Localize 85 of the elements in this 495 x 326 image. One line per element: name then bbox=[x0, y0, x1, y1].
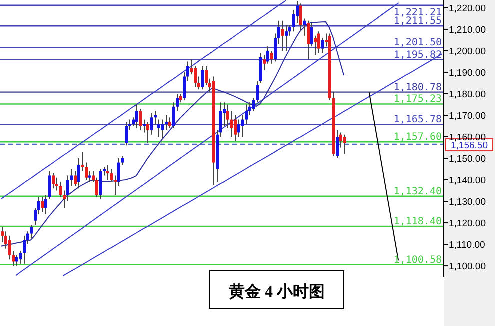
ref-line-label: 1,157.60 bbox=[394, 132, 442, 144]
candlestick bbox=[226, 104, 229, 129]
candlestick bbox=[110, 168, 113, 183]
ref-line-label: 1,100.58 bbox=[394, 254, 442, 266]
ref-line-label: 1,118.40 bbox=[394, 216, 442, 228]
candlestick bbox=[292, 10, 295, 32]
candlestick bbox=[252, 98, 255, 112]
ref-line-label: 1,180.78 bbox=[394, 82, 442, 94]
candlestick bbox=[52, 173, 55, 190]
y-tick-label: 1,120.00 bbox=[449, 218, 486, 230]
candlestick bbox=[314, 35, 317, 56]
ref-line-label: 1,195.82 bbox=[394, 50, 442, 61]
ref-line-label: 1,165.78 bbox=[394, 114, 442, 126]
candlestick bbox=[256, 80, 259, 104]
candlestick bbox=[30, 224, 33, 239]
y-tick-label: 1,140.00 bbox=[449, 176, 486, 187]
ref-line-label: 1,221.21 bbox=[394, 7, 442, 18]
ref-line-label: 1,132.40 bbox=[394, 186, 442, 198]
candlestick bbox=[321, 38, 324, 54]
candlestick bbox=[44, 194, 47, 215]
candlestick bbox=[172, 102, 175, 129]
ref-line-label: 1,201.50 bbox=[394, 38, 442, 49]
candlestick bbox=[303, 18, 306, 36]
candlestick bbox=[59, 182, 62, 198]
candlestick bbox=[41, 196, 44, 213]
candlestick bbox=[234, 114, 237, 142]
y-tick-label: 1,150.00 bbox=[449, 154, 486, 165]
candlestick bbox=[114, 175, 117, 196]
candlestick bbox=[12, 250, 15, 267]
candlestick bbox=[143, 119, 146, 134]
candlestick bbox=[168, 117, 171, 129]
y-tick-label: 1,170.00 bbox=[449, 110, 486, 122]
candlestick bbox=[336, 130, 339, 159]
candlestick bbox=[48, 170, 51, 200]
candlestick bbox=[77, 158, 80, 190]
y-tick-label: 1,110.00 bbox=[449, 240, 486, 252]
line-series bbox=[1, 0, 286, 200]
ref-line-label: 1,211.55 bbox=[394, 16, 442, 28]
candlestick bbox=[139, 108, 142, 132]
candlestick bbox=[154, 110, 157, 125]
candlestick bbox=[88, 170, 91, 183]
candlestick bbox=[106, 164, 109, 181]
y-tick-label: 1,190.00 bbox=[449, 68, 486, 79]
candlestick bbox=[241, 114, 244, 138]
candlestick bbox=[15, 254, 18, 267]
candlestick bbox=[285, 24, 288, 52]
candlestick bbox=[161, 119, 164, 140]
candlestick bbox=[135, 104, 138, 129]
candlestick bbox=[19, 250, 22, 264]
y-tick-label: 1,130.00 bbox=[449, 197, 486, 208]
candlestick bbox=[237, 119, 240, 138]
candlestick bbox=[8, 235, 11, 260]
candlestick bbox=[55, 177, 58, 192]
ref-line-label: 1,156.50 bbox=[451, 140, 488, 152]
ref-line-label: 1,175.23 bbox=[394, 94, 442, 106]
candlestick bbox=[270, 50, 273, 64]
candlestick bbox=[99, 168, 102, 200]
candlestick bbox=[299, 3, 302, 32]
y-tick-label: 1,200.00 bbox=[449, 46, 486, 58]
candlestick bbox=[296, 1, 299, 24]
y-tick-label: 1,220.00 bbox=[449, 3, 486, 14]
y-tick-label: 1,180.00 bbox=[449, 89, 486, 100]
candlestick bbox=[85, 162, 88, 181]
candlestick bbox=[245, 104, 248, 125]
candlestick bbox=[281, 20, 284, 52]
candlestick bbox=[317, 31, 320, 54]
y-tick-label: 1,100.00 bbox=[449, 262, 486, 273]
candlestick bbox=[157, 119, 160, 138]
candlestick bbox=[125, 121, 128, 146]
candlestick bbox=[194, 66, 197, 88]
y-tick-label: 1,210.00 bbox=[449, 24, 486, 36]
candlestick bbox=[165, 114, 168, 132]
candlestick bbox=[259, 52, 262, 84]
candlestick bbox=[201, 66, 204, 90]
candlestick bbox=[146, 121, 149, 144]
candlestick bbox=[150, 112, 153, 136]
candlestick bbox=[81, 152, 84, 172]
candlestick bbox=[310, 22, 313, 48]
candlestick bbox=[343, 134, 346, 155]
candlestick bbox=[70, 168, 73, 187]
candlestick bbox=[307, 20, 310, 60]
candlestick bbox=[23, 235, 26, 264]
text: 黄金 4 小时图 bbox=[228, 283, 325, 301]
candlestick bbox=[176, 93, 179, 112]
candlestick bbox=[230, 110, 233, 138]
